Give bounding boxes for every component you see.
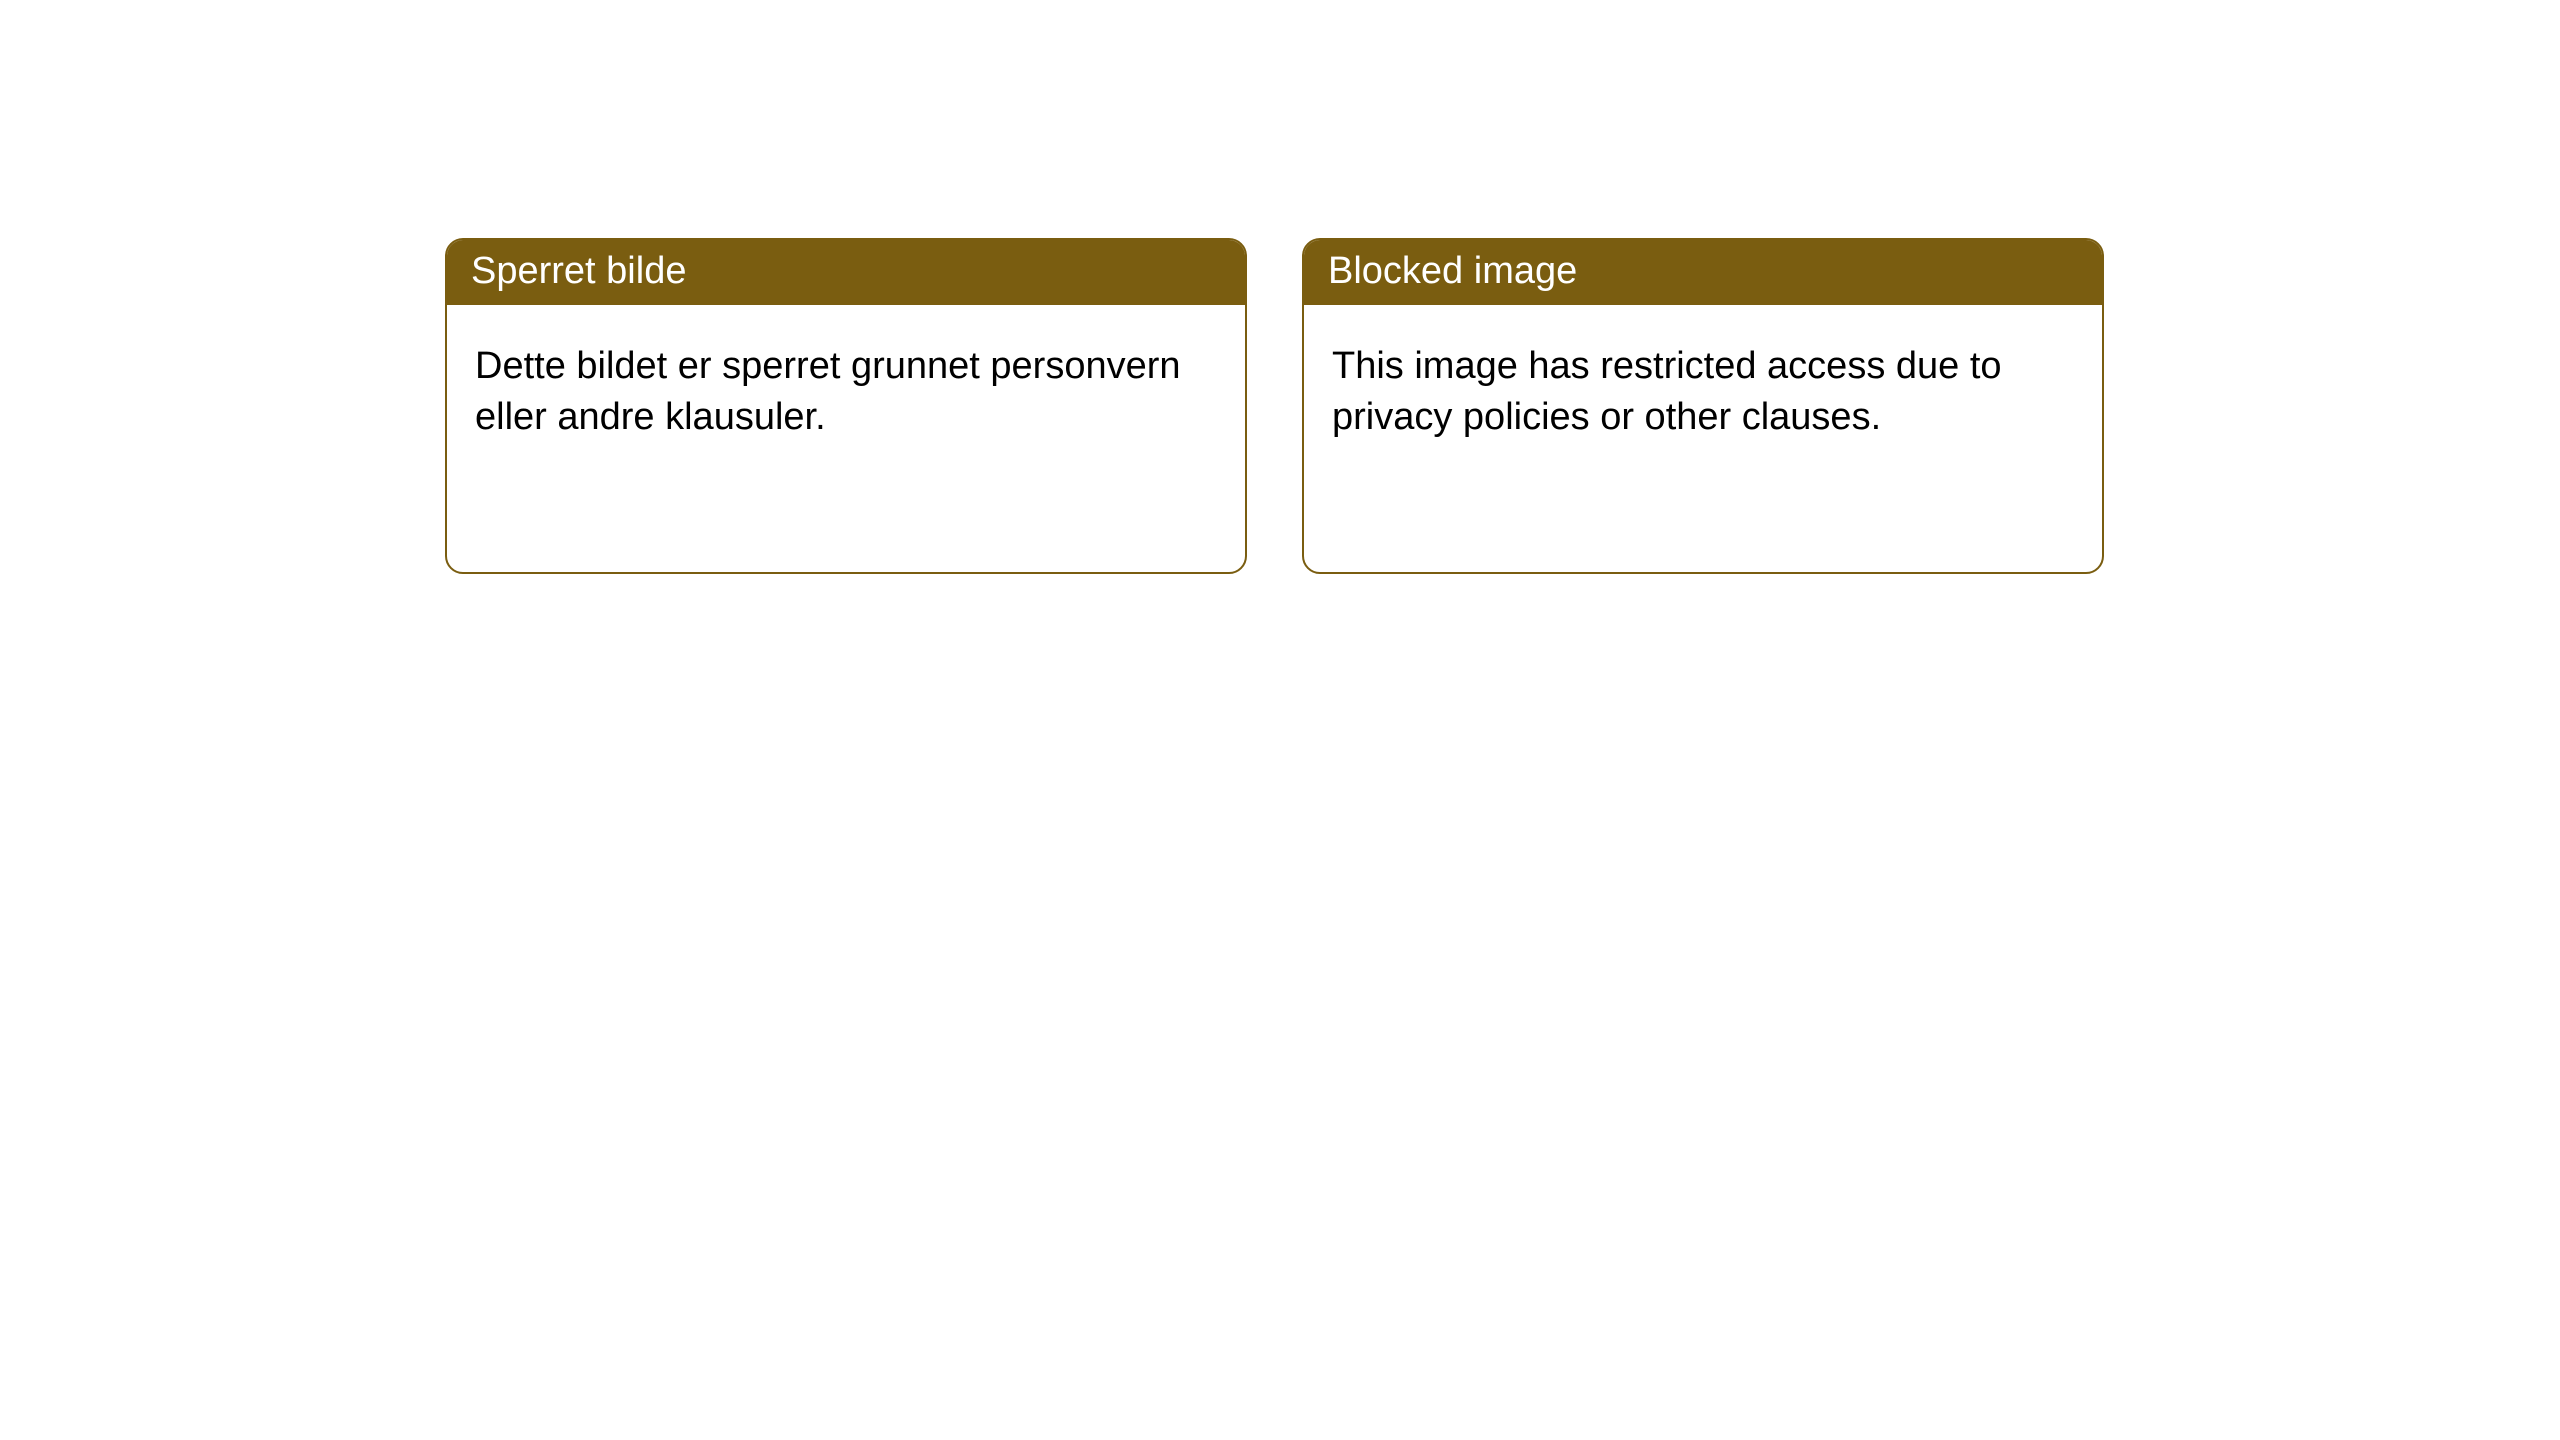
blocked-image-card-en: Blocked image This image has restricted … (1302, 238, 2104, 574)
card-body-text: This image has restricted access due to … (1332, 345, 2002, 438)
card-body-text: Dette bildet er sperret grunnet personve… (475, 345, 1181, 438)
blocked-image-card-no: Sperret bilde Dette bildet er sperret gr… (445, 238, 1247, 574)
card-header: Sperret bilde (447, 240, 1245, 305)
card-body: This image has restricted access due to … (1304, 305, 2102, 480)
card-title: Blocked image (1328, 250, 1577, 292)
card-title: Sperret bilde (471, 250, 686, 292)
card-container: Sperret bilde Dette bildet er sperret gr… (0, 0, 2560, 574)
card-body: Dette bildet er sperret grunnet personve… (447, 305, 1245, 480)
card-header: Blocked image (1304, 240, 2102, 305)
